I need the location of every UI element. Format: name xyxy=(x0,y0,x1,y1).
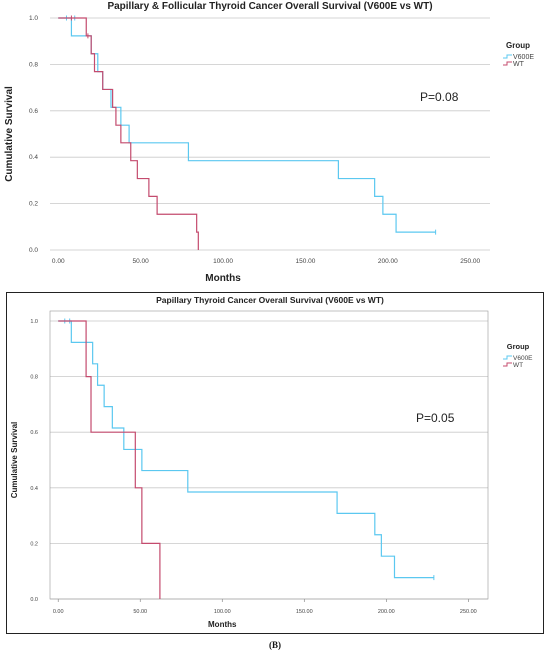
chart-title: Papillary Thyroid Cancer Overall Surviva… xyxy=(156,295,384,305)
figure-caption: (B) xyxy=(269,640,281,650)
x-axis-title: Months xyxy=(208,620,237,629)
y-tick-label: 0.0 xyxy=(29,247,38,254)
x-tick-label: 50.00 xyxy=(133,609,147,615)
y-tick-label: 0.6 xyxy=(29,108,38,115)
x-tick-label: 250.00 xyxy=(460,258,480,265)
legend-title: Group xyxy=(507,342,530,351)
plot-frame xyxy=(49,310,489,600)
legend-label-wt: WT xyxy=(513,61,525,68)
series-line-wt xyxy=(58,320,161,599)
series-line-wt xyxy=(58,17,199,250)
x-tick-label: 200.00 xyxy=(378,609,395,615)
y-tick-label: 0.8 xyxy=(29,61,38,68)
x-tick-label: 150.00 xyxy=(295,258,315,265)
y-tick-label: 0.2 xyxy=(30,541,38,547)
legend-label-v600e: V600E xyxy=(513,54,534,61)
y-tick-label: 0.6 xyxy=(30,430,38,436)
series-line-v600e xyxy=(58,320,434,579)
x-tick-label: 0.00 xyxy=(53,609,64,615)
legend-swatch-wt xyxy=(503,362,512,367)
y-tick-label: 0.8 xyxy=(30,375,38,381)
survival-chart-b: Papillary Thyroid Cancer Overall Surviva… xyxy=(10,295,533,629)
legend-label-v600e: V600E xyxy=(513,355,533,362)
x-axis-title: Months xyxy=(205,273,241,284)
legend-title: Group xyxy=(506,41,530,50)
survival-chart-a: Papillary & Follicular Thyroid Cancer Ov… xyxy=(4,1,534,284)
legend-swatch-wt xyxy=(503,61,512,66)
legend-swatch-v600e xyxy=(503,54,512,59)
y-tick-label: 0.2 xyxy=(29,201,38,208)
p-value-annotation: P=0.08 xyxy=(420,90,459,104)
y-tick-label: 1.0 xyxy=(30,319,38,325)
y-tick-label: 0.4 xyxy=(29,154,38,161)
y-tick-label: 1.0 xyxy=(29,15,38,22)
x-tick-label: 200.00 xyxy=(378,258,398,265)
legend-swatch-v600e xyxy=(503,355,512,360)
x-tick-label: 100.00 xyxy=(214,609,231,615)
y-tick-label: 0.4 xyxy=(30,486,38,492)
chart-panel-b: Papillary Thyroid Cancer Overall Surviva… xyxy=(0,290,550,637)
legend-label-wt: WT xyxy=(513,362,523,369)
series-line-v600e xyxy=(58,17,436,233)
chart-panel-a: Papillary & Follicular Thyroid Cancer Ov… xyxy=(0,0,550,286)
x-tick-label: 100.00 xyxy=(213,258,233,265)
y-axis-title: Cumulative Survival xyxy=(10,422,19,498)
chart-title: Papillary & Follicular Thyroid Cancer Ov… xyxy=(107,1,432,12)
p-value-annotation: P=0.05 xyxy=(416,411,455,425)
x-tick-label: 250.00 xyxy=(460,609,477,615)
y-tick-label: 0.0 xyxy=(30,597,38,603)
x-tick-label: 50.00 xyxy=(132,258,149,265)
y-axis-title: Cumulative Survival xyxy=(4,86,15,182)
x-tick-label: 150.00 xyxy=(296,609,313,615)
x-tick-label: 0.00 xyxy=(52,258,65,265)
